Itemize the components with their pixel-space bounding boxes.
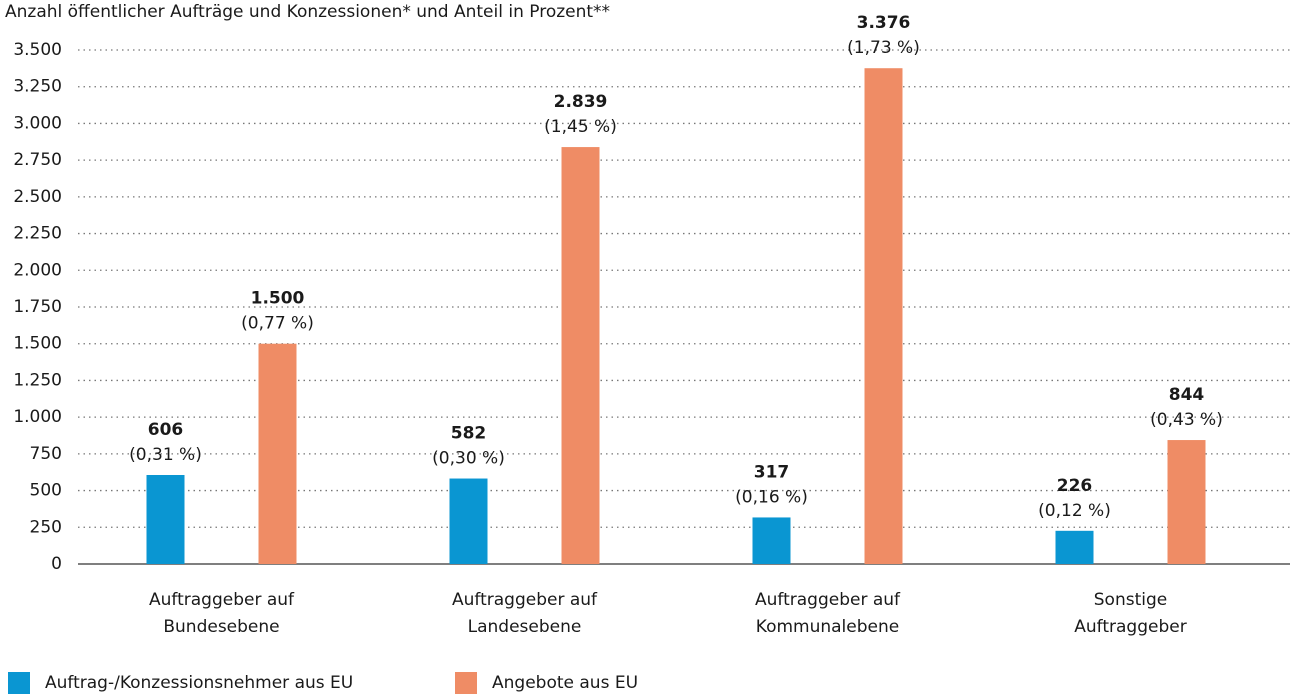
value-label: (0,77 %) bbox=[241, 314, 314, 334]
x-tick-label: Landesebene bbox=[468, 617, 582, 637]
value-label: (0,16 %) bbox=[735, 487, 808, 507]
legend-label: Auftrag-/Konzessionsnehmer aus EU bbox=[45, 673, 353, 693]
y-tick-label: 2.500 bbox=[13, 187, 62, 207]
bar bbox=[258, 343, 297, 564]
chart-title: Anzahl öffentlicher Aufträge und Konzess… bbox=[5, 2, 610, 22]
value-label: (1,73 %) bbox=[847, 38, 920, 58]
value-label: (0,30 %) bbox=[432, 449, 505, 469]
value-label: 606 bbox=[148, 420, 184, 440]
y-tick-label: 3.500 bbox=[13, 40, 62, 60]
x-tick-label: Auftraggeber bbox=[1074, 617, 1186, 637]
value-label: (1,45 %) bbox=[544, 117, 617, 137]
x-tick-label: Auftraggeber auf bbox=[149, 590, 295, 610]
x-tick-label: Kommunalebene bbox=[756, 617, 899, 637]
value-label: 226 bbox=[1057, 476, 1093, 496]
y-tick-label: 250 bbox=[30, 517, 62, 537]
bar bbox=[1055, 530, 1094, 564]
bar bbox=[146, 475, 185, 564]
y-tick-label: 0 bbox=[51, 554, 62, 574]
x-tick-label: Auftraggeber auf bbox=[452, 590, 598, 610]
value-label: 3.376 bbox=[857, 13, 911, 33]
bar bbox=[864, 68, 903, 564]
y-tick-label: 1.250 bbox=[13, 370, 62, 390]
x-tick-label: Auftraggeber auf bbox=[755, 590, 901, 610]
legend-swatch bbox=[455, 672, 477, 694]
bar bbox=[1167, 440, 1206, 564]
bar bbox=[449, 478, 488, 564]
y-tick-label: 2.000 bbox=[13, 260, 62, 280]
bar bbox=[752, 517, 791, 564]
x-tick-label: Sonstige bbox=[1094, 590, 1167, 610]
y-tick-label: 3.000 bbox=[13, 113, 62, 133]
value-label: (0,31 %) bbox=[129, 445, 202, 465]
y-tick-label: 750 bbox=[30, 444, 62, 464]
y-tick-label: 1.500 bbox=[13, 334, 62, 354]
y-tick-label: 500 bbox=[30, 481, 62, 501]
value-label: 844 bbox=[1169, 385, 1205, 405]
y-tick-label: 1.000 bbox=[13, 407, 62, 427]
legend-swatch bbox=[8, 672, 30, 694]
value-label: 1.500 bbox=[251, 289, 305, 309]
x-tick-label: Bundesebene bbox=[163, 617, 279, 637]
y-tick-label: 2.250 bbox=[13, 224, 62, 244]
y-tick-label: 3.250 bbox=[13, 77, 62, 97]
value-label: (0,43 %) bbox=[1150, 410, 1223, 430]
legend-label: Angebote aus EU bbox=[492, 673, 638, 693]
value-label: (0,12 %) bbox=[1038, 501, 1111, 521]
y-tick-label: 1.750 bbox=[13, 297, 62, 317]
bar bbox=[561, 147, 600, 564]
value-label: 317 bbox=[754, 462, 790, 482]
y-tick-label: 2.750 bbox=[13, 150, 62, 170]
value-label: 582 bbox=[451, 424, 487, 444]
value-label: 2.839 bbox=[554, 92, 608, 112]
